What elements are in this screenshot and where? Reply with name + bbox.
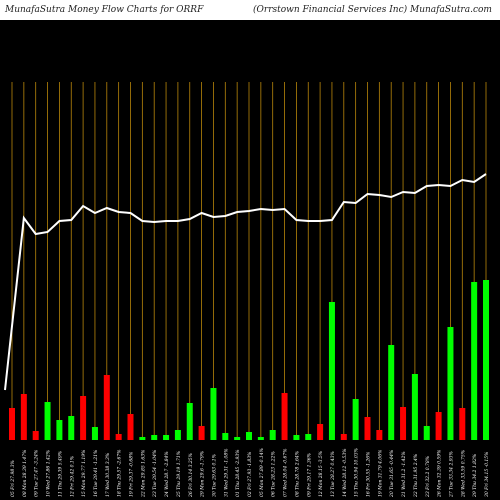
price-line [4, 173, 487, 391]
x-tick-label: 09 Fri 29.17 1.36% [306, 453, 312, 497]
money-flow-bar [234, 437, 241, 440]
money-flow-bar [9, 408, 15, 440]
x-tick-label: 05 Fri 27.98 3% [10, 460, 16, 497]
x-tick-label: 16 Tue 29.41 -1.21% [93, 450, 99, 497]
x-tick-label: 26 Fri 30.14 3.25% [188, 453, 194, 498]
money-flow-bar [305, 434, 312, 440]
money-flow-bar [281, 393, 288, 440]
x-tick-label: 02 Fri 27.93 -1.83% [247, 452, 253, 497]
money-flow-bar [376, 430, 383, 440]
money-flow-bar [328, 302, 335, 440]
x-tick-label: 31 Wed 29.31 -1.08% [223, 448, 229, 497]
x-tick-label: 29 Mon 29.6 -1.79% [200, 451, 206, 498]
x-tick-label: 25 Thu 29.19 1.71% [176, 451, 182, 498]
x-tick-label: 14 Wed 28.12 -0.53% [342, 448, 348, 497]
money-flow-bar [388, 345, 395, 440]
x-tick-label: 28 Wed 33.59 0.75% [460, 450, 466, 498]
money-flow-bar [186, 403, 193, 440]
x-tick-label: 13 Tue 28.27 0.43% [330, 451, 336, 497]
x-tick-label: 11 Thu 29.39 5.49% [57, 451, 63, 497]
money-flow-bar [198, 426, 205, 440]
x-tick-label: 30 Tue 29.63 0.1% [211, 454, 217, 497]
money-flow-bar [317, 424, 324, 440]
money-flow-bar [400, 407, 407, 440]
x-tick-label: 05 Mon 27.89 -0.14% [259, 448, 265, 497]
money-flow-bar [139, 437, 146, 440]
money-flow-bar [210, 388, 217, 440]
money-flow-bar [44, 402, 51, 440]
money-flow-bar [352, 399, 359, 440]
money-flow-bar [364, 417, 371, 440]
x-tick-label: 30 Fri 34.15 -0.15% [484, 452, 490, 497]
chart-title-left: MunafaSutra Money Flow Charts for ORRF [5, 5, 204, 15]
x-tick-label: 18 Thu 29.57 -2.67% [117, 449, 123, 497]
money-flow-bar [115, 434, 122, 440]
x-tick-label: 09 Tue 27.47 -3.24% [34, 450, 40, 497]
x-tick-label: 29 Thu 34.2 1.82% [472, 454, 478, 498]
money-flow-bar [68, 416, 75, 440]
money-flow-bar [340, 434, 347, 440]
x-tick-label: 07 Wed 28.04 -0.67% [283, 448, 289, 497]
chart-header: MunafaSutra Money Flow Charts for ORRF (… [0, 0, 500, 20]
money-flow-bar [127, 414, 134, 440]
money-flow-bar [80, 396, 87, 440]
money-flow-bar [151, 435, 158, 440]
x-tick-label: 23 Fri 32.2 0.78% [425, 456, 431, 498]
x-tick-label: 15 Mon 29.77 1.19% [81, 450, 87, 497]
money-flow-bar [174, 430, 181, 440]
money-flow-bar [471, 282, 478, 440]
money-flow-bar [435, 412, 442, 440]
money-flow-bar [91, 427, 98, 440]
money-flow-bar [269, 430, 276, 440]
x-tick-label: 01 Thu 28.45 -2.93% [235, 449, 241, 497]
x-tick-label: 12 Mon 28.15 -3.5% [318, 451, 324, 497]
money-flow-bar [411, 374, 418, 440]
x-tick-label: 16 Fri 30.55 -1.26% [366, 452, 372, 497]
money-flow-bar [163, 435, 170, 440]
money-flow-bar [293, 435, 300, 440]
money-flow-bar [447, 327, 454, 440]
money-flow-bar [423, 426, 430, 440]
x-tick-label: 19 Mon 31.79 4.06% [377, 450, 383, 497]
money-flow-bar [246, 432, 252, 440]
x-tick-label: 21 Wed 31.2 -1.42% [401, 451, 407, 498]
x-tick-label: 22 Mon 29.85 1.63% [140, 450, 146, 498]
x-tick-label: 12 Fri 29.42 0.1% [69, 456, 75, 497]
x-tick-label: 26 Mon 32.39 0.59% [437, 450, 443, 498]
x-tick-label: 20 Tue 31.65 -0.44% [389, 450, 395, 498]
money-flow-bar [222, 433, 229, 440]
x-tick-label: 19 Fri 29.37 -0.68% [129, 452, 135, 497]
x-tick-label: 17 Wed 30.38 3.3% [105, 453, 111, 497]
x-tick-label: 06 Tue 28.23 1.22% [271, 451, 277, 497]
money-flow-bar [103, 375, 110, 440]
chart-title-right: (Orrstown Financial Services Inc) Munafa… [253, 5, 492, 15]
money-flow-bar [32, 431, 39, 440]
x-tick-label: 24 Wed 28.7 -2.84% [164, 451, 170, 498]
x-tick-label: 08 Mon 28.39 1.47% [22, 450, 28, 497]
money-flow-bar [56, 420, 63, 440]
money-flow-bar [483, 280, 489, 440]
x-tick-label: 08 Thu 28.78 2.64% [294, 451, 300, 497]
x-tick-label: 27 Tue 33.34 2.93% [448, 451, 454, 498]
money-flow-bar [20, 394, 27, 440]
x-tick-label: 22 Thu 31.95 2.4% [413, 454, 419, 498]
x-tick-label: 15 Thu 30.94 10.03% [354, 448, 360, 497]
money-flow-bar [257, 437, 264, 440]
money-flow-bar [459, 408, 466, 440]
x-tick-label: 23 Tue 29.54 -1.04% [152, 450, 158, 498]
x-tick-label: 10 Wed 27.86 1.42% [46, 450, 52, 497]
